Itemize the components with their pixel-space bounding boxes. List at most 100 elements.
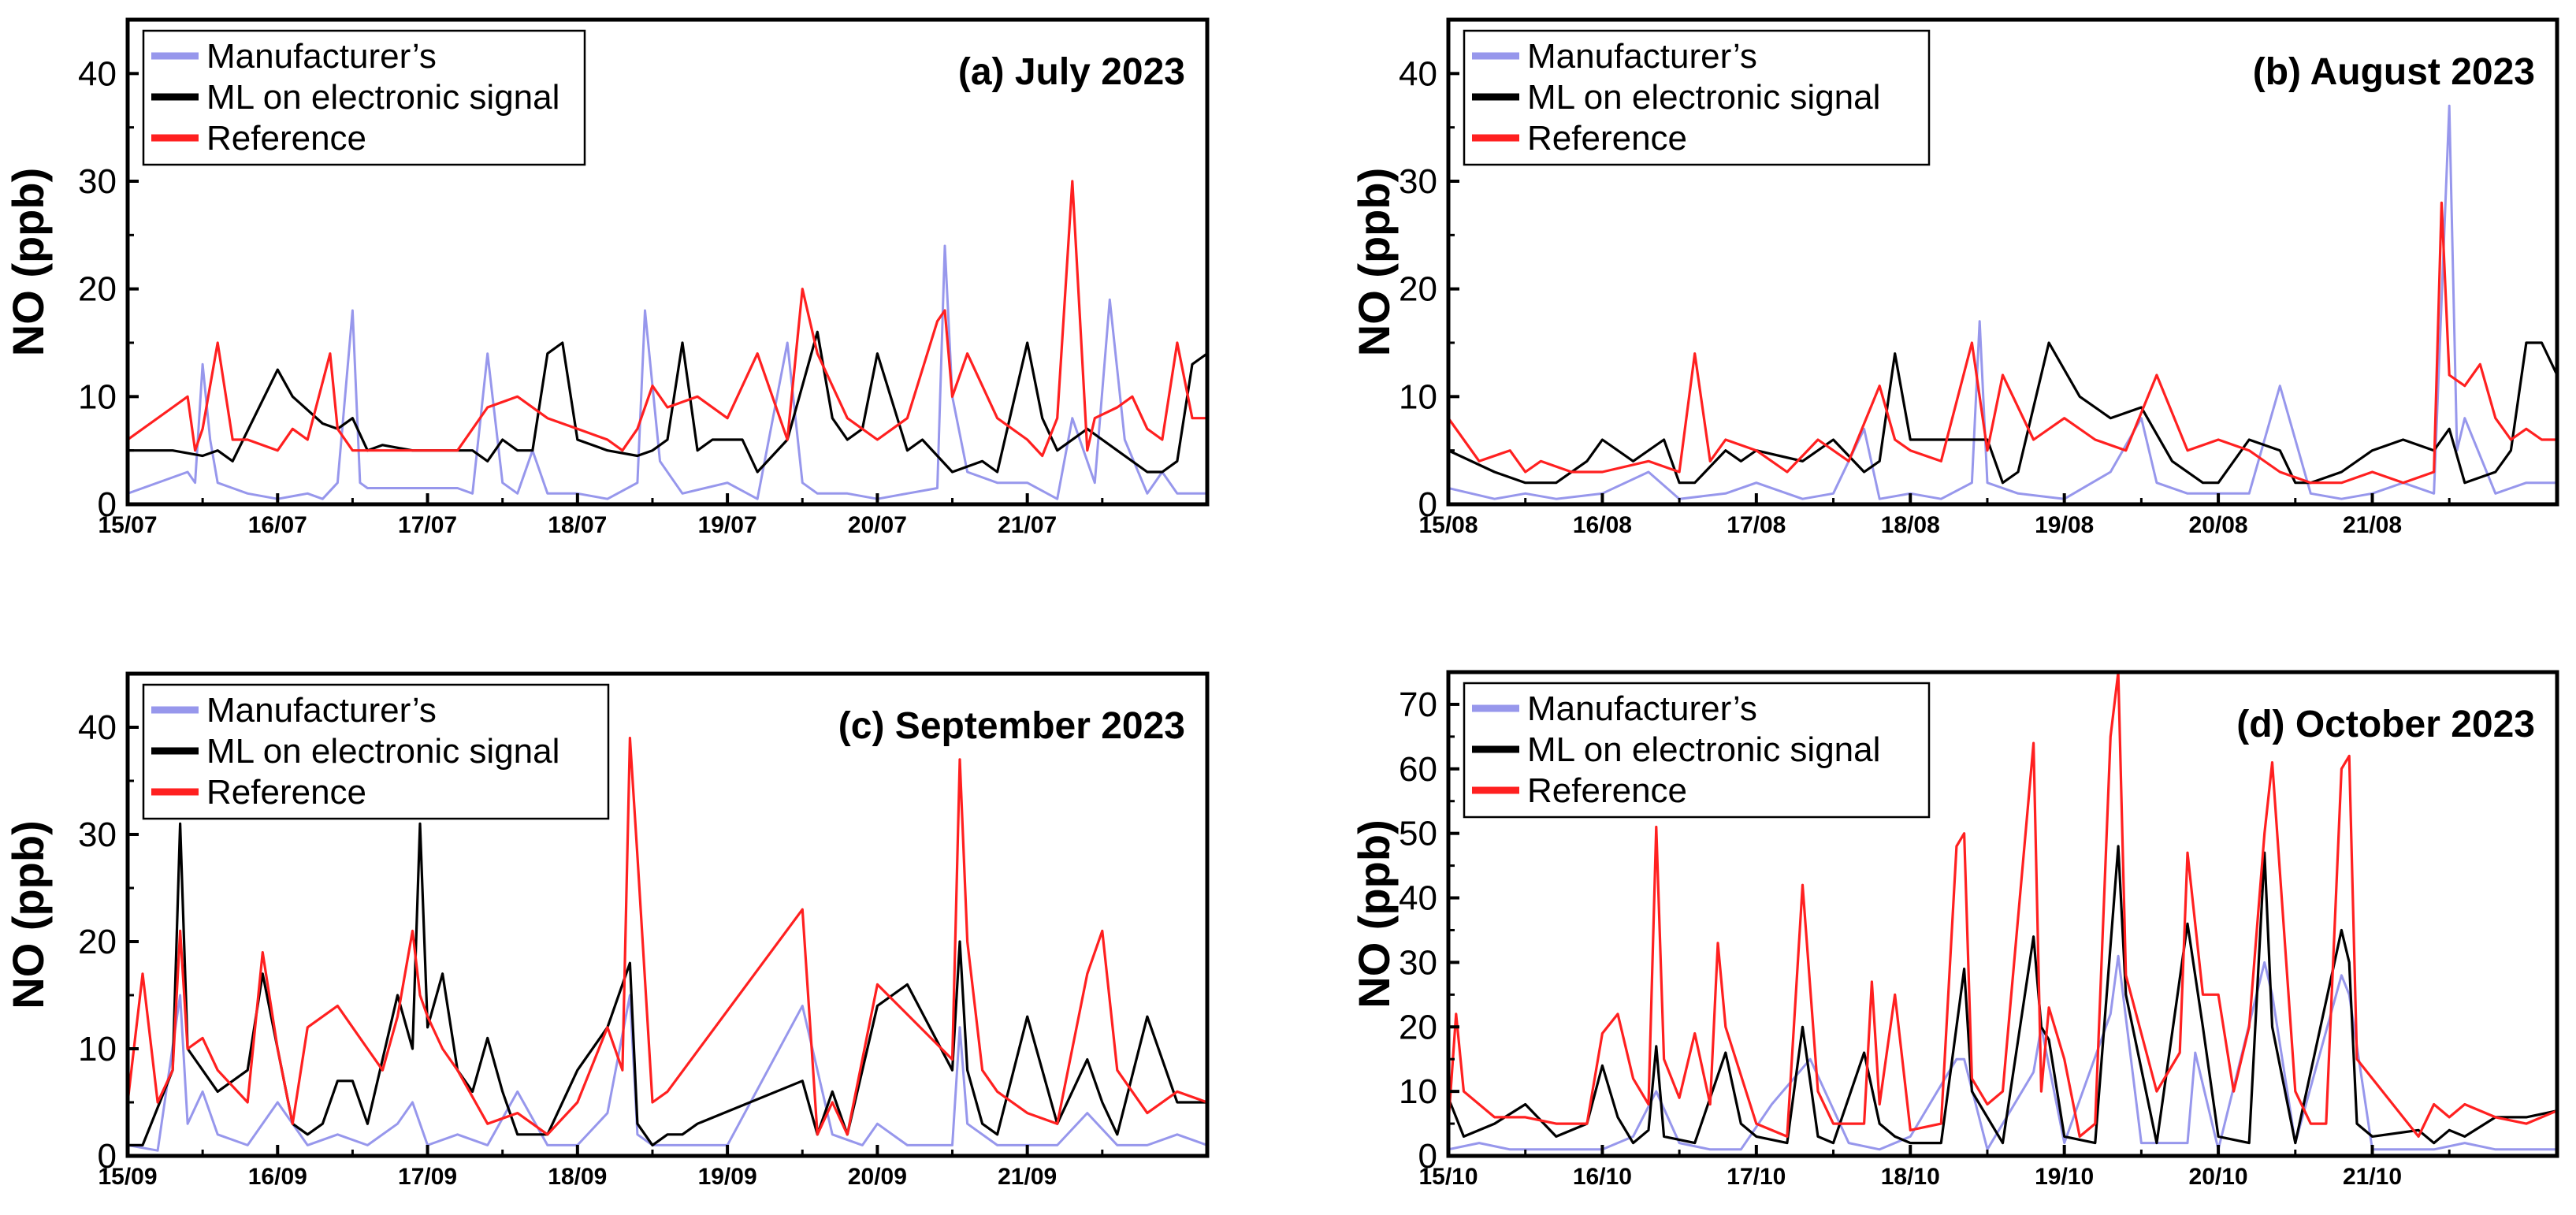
- legend-label-reference: Reference: [206, 119, 366, 158]
- series-line-manufacturer: [128, 244, 1207, 500]
- series-line-reference: [128, 736, 1207, 1136]
- series-line-ml: [1448, 845, 2557, 1145]
- series-line-manufacturer: [1448, 954, 2557, 1151]
- legend-label-reference: Reference: [1527, 119, 1687, 158]
- chart-panel-1: 0 10 20 30 40 15/08 16/08 17/08 18/08 19/08 20/08 2…: [1349, 17, 2559, 538]
- series-line-reference: [1448, 201, 2557, 485]
- legend-label-ml: ML on electronic signal: [206, 732, 559, 771]
- y-tick-label: 50: [1399, 815, 1437, 853]
- panel-title: (b) August 2023: [2253, 51, 2535, 93]
- x-tick-label: 19/09: [698, 1164, 757, 1190]
- x-tick-label: 21/09: [998, 1164, 1057, 1190]
- x-tick-label: 20/08: [2189, 512, 2248, 538]
- legend-label-ml: ML on electronic signal: [1527, 78, 1880, 117]
- x-tick-label: 15/07: [98, 512, 157, 538]
- y-tick-label: 40: [1399, 879, 1437, 918]
- y-tick-label: 60: [1399, 750, 1437, 789]
- x-tick-label: 16/07: [248, 512, 307, 538]
- legend-label-manufacturer: Manufacturer’s: [1527, 37, 1757, 76]
- x-tick-label: 17/07: [398, 512, 457, 538]
- chart-panel-2: 0 10 20 30 40 15/09 16/09 17/09 18/09 19/09 20/09 2…: [3, 671, 1210, 1190]
- y-tick-label: 40: [1399, 54, 1437, 93]
- series-group: [128, 736, 1207, 1152]
- y-tick-label: 20: [78, 270, 117, 309]
- legend-box: [142, 29, 586, 166]
- legend-label-manufacturer: Manufacturer’s: [1527, 689, 1757, 728]
- legend-label-ml: ML on electronic signal: [1527, 730, 1880, 769]
- legend-label-reference: Reference: [1527, 771, 1687, 810]
- y-tick-label: 0: [98, 485, 117, 524]
- plot-frame: [125, 17, 1210, 507]
- y-tick-label: 20: [1399, 270, 1437, 309]
- x-tick-label: 19/08: [2035, 512, 2094, 538]
- x-tick-label: 17/10: [1727, 1164, 1786, 1190]
- y-tick-label: 40: [78, 54, 117, 93]
- x-tick-label: 15/10: [1418, 1164, 1478, 1190]
- plot-frame: [1446, 17, 2559, 507]
- panel-title: (c) September 2023: [838, 705, 1185, 747]
- panel-title: (d) October 2023: [2236, 704, 2535, 745]
- x-tick-label: 18/09: [548, 1164, 607, 1190]
- y-tick-label: 20: [78, 923, 117, 961]
- x-tick-label: 17/09: [398, 1164, 457, 1190]
- plot-frame: [125, 671, 1210, 1158]
- series-line-manufacturer: [128, 994, 1207, 1152]
- series-line-reference: [1448, 672, 2557, 1139]
- legend-label-manufacturer: Manufacturer’s: [206, 691, 437, 730]
- legend: Manufacturer’sML on electronic signalRef…: [1463, 29, 1931, 166]
- legend: Manufacturer’sML on electronic signalRef…: [142, 29, 586, 166]
- x-tick-label: 18/08: [1881, 512, 1940, 538]
- y-axis-label: NO (ppb): [3, 820, 53, 1009]
- x-tick-label: 21/07: [998, 512, 1057, 538]
- x-tick-label: 20/09: [848, 1164, 907, 1190]
- legend-box: [1463, 29, 1931, 166]
- y-axis-label: NO (ppb): [1349, 168, 1399, 356]
- y-tick-label: 0: [98, 1137, 117, 1176]
- x-tick-label: 15/09: [98, 1164, 157, 1190]
- y-tick-label: 30: [78, 816, 117, 854]
- legend: Manufacturer’sML on electronic signalRef…: [142, 683, 610, 820]
- legend-label-reference: Reference: [206, 773, 366, 812]
- x-tick-label: 21/08: [2343, 512, 2402, 538]
- series-line-ml: [1448, 341, 2557, 485]
- y-axis-label: NO (ppb): [1349, 819, 1399, 1008]
- x-tick-label: 20/07: [848, 512, 907, 538]
- series-line-ml: [128, 330, 1207, 474]
- y-tick-label: 10: [1399, 377, 1437, 416]
- legend-box: [142, 683, 610, 820]
- y-tick-label: 10: [1399, 1072, 1437, 1111]
- y-tick-label: 0: [1418, 485, 1437, 524]
- x-tick-label: 18/10: [1881, 1164, 1940, 1190]
- y-tick-label: 40: [78, 708, 117, 747]
- plot-frame: [1446, 670, 2559, 1158]
- y-tick-label: 30: [1399, 943, 1437, 982]
- x-tick-label: 15/08: [1418, 512, 1478, 538]
- x-tick-label: 16/08: [1573, 512, 1632, 538]
- y-tick-label: 70: [1399, 686, 1437, 724]
- y-tick-label: 10: [78, 377, 117, 416]
- legend-label-manufacturer: Manufacturer’s: [206, 37, 437, 76]
- x-tick-label: 19/10: [2035, 1164, 2094, 1190]
- chart-panel-0: 0 10 20 30 40 15/07 16/07 17/07 18/07 19/07 20/07 2…: [3, 17, 1210, 538]
- y-tick-label: 20: [1399, 1008, 1437, 1046]
- series-line-manufacturer: [1448, 104, 2557, 500]
- x-tick-label: 16/10: [1573, 1164, 1632, 1190]
- y-tick-label: 10: [78, 1030, 117, 1068]
- legend-box: [1463, 682, 1931, 819]
- x-tick-label: 16/09: [248, 1164, 307, 1190]
- y-tick-label: 30: [78, 162, 117, 201]
- x-tick-label: 18/07: [548, 512, 607, 538]
- x-tick-label: 19/07: [698, 512, 757, 538]
- series-group: [1448, 104, 2557, 500]
- series-group: [128, 180, 1207, 500]
- legend-label-ml: ML on electronic signal: [206, 78, 559, 117]
- series-line-ml: [128, 822, 1207, 1147]
- x-tick-label: 20/10: [2189, 1164, 2248, 1190]
- chart-panel-3: 0 10 20 30 40 50 60 70 15/10 16/10 17/10 18/10 19/10…: [1349, 670, 2559, 1190]
- x-tick-label: 17/08: [1727, 512, 1786, 538]
- y-tick-label: 0: [1418, 1137, 1437, 1176]
- series-line-reference: [128, 180, 1207, 458]
- panel-title: (a) July 2023: [958, 51, 1185, 93]
- x-tick-label: 21/10: [2343, 1164, 2402, 1190]
